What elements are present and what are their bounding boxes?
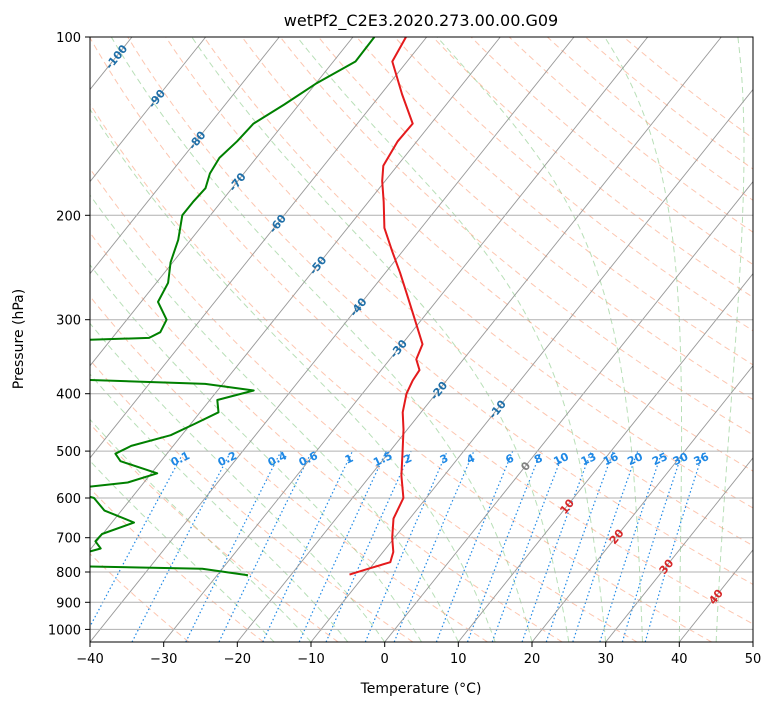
moist-adiabat xyxy=(715,37,745,642)
x-tick-label: 20 xyxy=(524,652,541,667)
dry-adiabat xyxy=(356,37,753,366)
y-tick-label: 800 xyxy=(56,566,81,581)
isotherm xyxy=(163,37,649,642)
isotherm xyxy=(236,37,722,642)
y-tick-label: 100 xyxy=(56,31,81,46)
dry-adiabat xyxy=(90,231,563,642)
isotherm xyxy=(90,37,428,459)
x-tick-label: −30 xyxy=(150,652,177,667)
x-tick-label: −20 xyxy=(224,652,251,667)
y-tick-label: 700 xyxy=(56,532,81,547)
pressure-gridlines xyxy=(90,37,753,630)
mixing-ratio-label: 36 xyxy=(692,450,712,468)
dry-adiabat xyxy=(90,103,712,642)
dry-adiabat xyxy=(90,553,190,642)
x-axis-label: Temperature (°C) xyxy=(360,681,482,697)
mixing-ratio-line xyxy=(325,450,412,642)
isotherm xyxy=(457,272,753,642)
dry-adiabat xyxy=(90,295,488,642)
dry-adiabat xyxy=(203,37,753,509)
dewpoint-profile xyxy=(90,37,376,577)
y-tick-label: 300 xyxy=(56,314,81,329)
x-tick-label: 0 xyxy=(381,652,389,667)
y-axis-label: Pressure (hPa) xyxy=(11,289,27,389)
isotherm xyxy=(384,180,753,642)
mixing-ratio-label: 20 xyxy=(625,450,645,468)
y-tick-label: 400 xyxy=(56,388,81,403)
isotherm xyxy=(605,457,753,642)
mixing-ratio-line xyxy=(185,450,282,642)
x-tick-label: −10 xyxy=(297,652,324,667)
isotherm xyxy=(531,365,753,642)
x-tick-label: 50 xyxy=(745,652,762,667)
x-tick-label: 10 xyxy=(450,652,467,667)
x-tick-label: 40 xyxy=(671,652,688,667)
mixing-ratio-line xyxy=(466,450,542,642)
mixing-ratio-line xyxy=(521,450,592,642)
mixing-ratio-line xyxy=(364,450,448,642)
mixing-ratio-label: 10 xyxy=(552,450,572,468)
moist-adiabat xyxy=(90,264,422,642)
mixing-ratio-label: 13 xyxy=(579,450,598,468)
y-tick-label: 900 xyxy=(56,596,81,611)
moist-adiabat xyxy=(90,108,496,642)
mixing-ratio-line xyxy=(599,450,663,642)
moist-adiabat xyxy=(90,373,349,642)
dry-adiabat xyxy=(127,37,753,586)
dry-adiabat xyxy=(90,37,753,625)
x-tick-label: 30 xyxy=(597,652,614,667)
isotherm xyxy=(90,37,207,183)
y-tick-label: 600 xyxy=(56,492,81,507)
mixing-ratio-line xyxy=(545,450,614,642)
moist-adiabat xyxy=(90,418,312,642)
x-tick-label: −40 xyxy=(76,652,103,667)
moist-adiabat xyxy=(191,37,570,642)
y-tick-label: 1000 xyxy=(48,623,81,638)
mixing-ratio-label: 25 xyxy=(650,450,669,468)
isotherm xyxy=(90,37,280,275)
chart-title: wetPf2_C2E3.2020.273.00.00.G09 xyxy=(284,11,558,31)
moist-adiabat xyxy=(110,37,533,642)
moist-adiabat xyxy=(90,460,275,642)
dry-adiabat xyxy=(165,37,753,547)
x-axis: −40 −30 −20 −10 0 10 20 30 40 50 xyxy=(76,642,761,667)
dry-adiabat xyxy=(90,423,339,642)
isotherm xyxy=(90,37,575,642)
mixing-ratio-lines xyxy=(90,450,705,642)
moist-adiabat xyxy=(296,37,607,642)
mixing-ratio-line xyxy=(572,450,639,642)
moist-adiabat xyxy=(604,37,683,642)
y-tick-label: 500 xyxy=(56,445,81,460)
plot-frame xyxy=(89,36,754,643)
dry-adiabat xyxy=(394,37,753,332)
moist-adiabat xyxy=(436,37,643,642)
mixing-ratio-line xyxy=(435,450,514,642)
mixing-ratio-line xyxy=(621,450,684,642)
mixing-ratio-label: 16 xyxy=(601,450,621,468)
mixing-ratio-line xyxy=(90,450,185,628)
moist-adiabat xyxy=(90,322,386,642)
temperature-profile xyxy=(349,37,424,576)
dry-adiabat xyxy=(318,37,753,401)
profile-series xyxy=(90,37,424,577)
mixing-ratio-line xyxy=(491,450,565,642)
isotherm xyxy=(90,37,501,551)
y-axis: 100 200 300 400 500 600 700 800 900 1000 xyxy=(48,31,90,638)
mixing-ratio-label: 30 xyxy=(671,450,691,468)
y-tick-label: 200 xyxy=(56,209,81,224)
